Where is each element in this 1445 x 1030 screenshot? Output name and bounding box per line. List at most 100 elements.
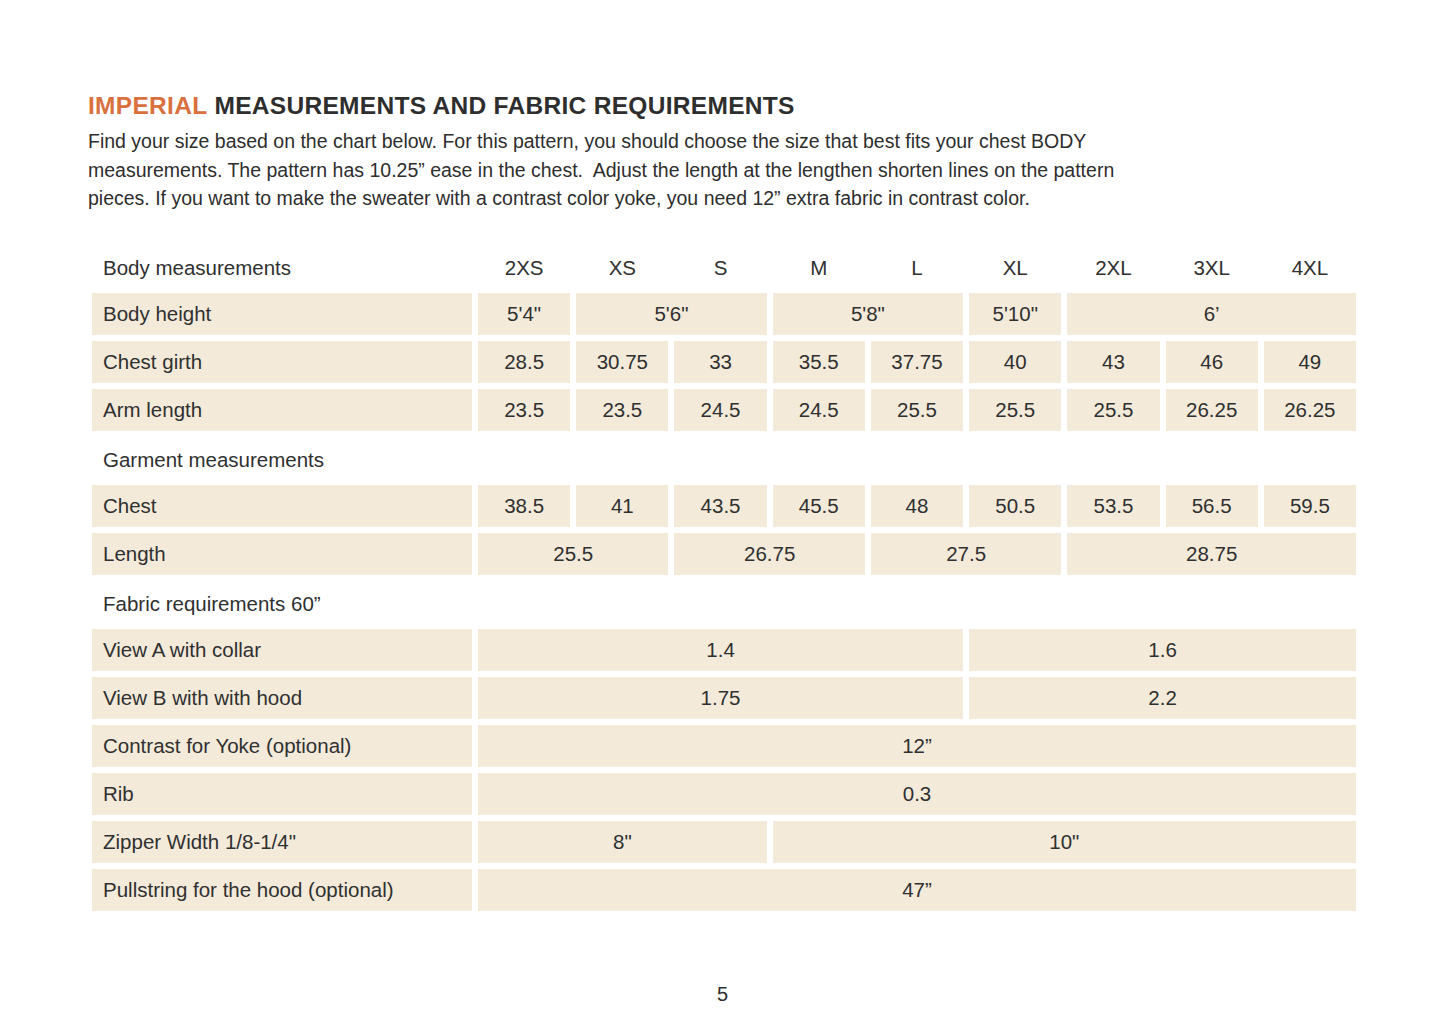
table-cell: 45.5 bbox=[773, 485, 865, 527]
table-cell: 5'6" bbox=[576, 293, 766, 335]
row-label: Arm length bbox=[92, 389, 472, 431]
section-title: Body measurements bbox=[92, 256, 472, 280]
row-cells: 23.523.524.524.525.525.525.526.2526.25 bbox=[478, 389, 1356, 431]
table-cell: 37.75 bbox=[871, 341, 963, 383]
row-cells: 8"10" bbox=[478, 821, 1356, 863]
size-column-header: 2XS bbox=[478, 256, 570, 280]
section-title: Fabric requirements 60” bbox=[92, 592, 472, 616]
section-row: Fabric requirements 60” bbox=[92, 581, 1356, 627]
title-rest: MEASUREMENTS AND FABRIC REQUIREMENTS bbox=[214, 92, 794, 119]
table-cell: 5'10" bbox=[969, 293, 1061, 335]
row-label: Chest bbox=[92, 485, 472, 527]
table-row: Length25.526.7527.528.75 bbox=[92, 533, 1356, 575]
table-cell: 23.5 bbox=[576, 389, 668, 431]
row-label: View A with collar bbox=[92, 629, 472, 671]
table-cell: 43 bbox=[1067, 341, 1159, 383]
table-cell: 35.5 bbox=[773, 341, 865, 383]
table-cell: 59.5 bbox=[1264, 485, 1356, 527]
table-row: Chest38.54143.545.54850.553.556.559.5 bbox=[92, 485, 1356, 527]
table-row: Arm length23.523.524.524.525.525.525.526… bbox=[92, 389, 1356, 431]
row-cells: 0.3 bbox=[478, 773, 1356, 815]
row-label: Rib bbox=[92, 773, 472, 815]
table-cell: 10" bbox=[773, 821, 1356, 863]
size-column-header: 4XL bbox=[1264, 256, 1356, 280]
table-cell: 25.5 bbox=[1067, 389, 1159, 431]
table-cell: 1.4 bbox=[478, 629, 963, 671]
row-cells: 28.530.753335.537.7540434649 bbox=[478, 341, 1356, 383]
table-cell: 1.75 bbox=[478, 677, 963, 719]
table-cell: 26.75 bbox=[674, 533, 864, 575]
row-label: Length bbox=[92, 533, 472, 575]
intro-paragraph: Find your size based on the chart below.… bbox=[88, 127, 1356, 213]
page-number: 5 bbox=[0, 983, 1445, 1006]
table-cell: 5'8" bbox=[773, 293, 963, 335]
page-title: IMPERIAL MEASUREMENTS AND FABRIC REQUIREM… bbox=[88, 92, 1356, 120]
table-row: Chest girth28.530.753335.537.7540434649 bbox=[92, 341, 1356, 383]
table-cell: 28.75 bbox=[1067, 533, 1356, 575]
table-row: View A with collar1.41.6 bbox=[92, 629, 1356, 671]
table-cell: 38.5 bbox=[478, 485, 570, 527]
table-cell: 47” bbox=[478, 869, 1356, 911]
table-cell: 56.5 bbox=[1166, 485, 1258, 527]
row-label: Body height bbox=[92, 293, 472, 335]
section-title: Garment measurements bbox=[92, 448, 472, 472]
table-row: Pullstring for the hood (optional)47” bbox=[92, 869, 1356, 911]
row-cells: 25.526.7527.528.75 bbox=[478, 533, 1356, 575]
table-row: Contrast for Yoke (optional)12” bbox=[92, 725, 1356, 767]
table-cell: 46 bbox=[1166, 341, 1258, 383]
row-cells: 12” bbox=[478, 725, 1356, 767]
table-row: Body height5'4"5'6"5'8"5'10"6’ bbox=[92, 293, 1356, 335]
table-cell: 24.5 bbox=[674, 389, 766, 431]
table-cell: 49 bbox=[1264, 341, 1356, 383]
section-row: Body measurements2XSXSSMLXL2XL 3XL4XL bbox=[92, 245, 1356, 291]
measurement-table: Body measurements2XSXSSMLXL2XL3XL4XLBody… bbox=[92, 245, 1356, 911]
table-cell: 53.5 bbox=[1067, 485, 1159, 527]
size-column-header: 2XL bbox=[1067, 256, 1159, 280]
size-column-header: S bbox=[674, 256, 766, 280]
section-row: Garment measurements bbox=[92, 437, 1356, 483]
table-cell: 0.3 bbox=[478, 773, 1356, 815]
table-cell: 30.75 bbox=[576, 341, 668, 383]
size-column-header: XS bbox=[576, 256, 668, 280]
table-cell: 1.6 bbox=[969, 629, 1356, 671]
table-cell: 8" bbox=[478, 821, 767, 863]
table-cell: 12” bbox=[478, 725, 1356, 767]
table-row: Zipper Width 1/8-1/4"8"10" bbox=[92, 821, 1356, 863]
pattern-document-page: IMPERIAL MEASUREMENTS AND FABRIC REQUIREM… bbox=[0, 0, 1445, 1030]
size-column-header: 3XL bbox=[1166, 256, 1258, 280]
row-cells: 1.41.6 bbox=[478, 629, 1356, 671]
size-header-grid: 2XSXSSMLXL2XL 3XL4XL bbox=[478, 256, 1356, 280]
table-cell: 41 bbox=[576, 485, 668, 527]
table-cell: 27.5 bbox=[871, 533, 1061, 575]
table-cell: 24.5 bbox=[773, 389, 865, 431]
size-column-header: L bbox=[871, 256, 963, 280]
row-label: View B with with hood bbox=[92, 677, 472, 719]
row-label: Zipper Width 1/8-1/4" bbox=[92, 821, 472, 863]
page-content: IMPERIAL MEASUREMENTS AND FABRIC REQUIREM… bbox=[88, 92, 1356, 917]
table-cell: 40 bbox=[969, 341, 1061, 383]
table-cell: 6’ bbox=[1067, 293, 1356, 335]
table-cell: 25.5 bbox=[969, 389, 1061, 431]
table-cell: 48 bbox=[871, 485, 963, 527]
title-highlight: IMPERIAL bbox=[88, 92, 207, 119]
table-cell: 28.5 bbox=[478, 341, 570, 383]
table-cell: 43.5 bbox=[674, 485, 766, 527]
table-cell: 50.5 bbox=[969, 485, 1061, 527]
table-cell: 23.5 bbox=[478, 389, 570, 431]
table-cell: 25.5 bbox=[871, 389, 963, 431]
row-label: Pullstring for the hood (optional) bbox=[92, 869, 472, 911]
table-cell: 25.5 bbox=[478, 533, 668, 575]
table-cell: 2.2 bbox=[969, 677, 1356, 719]
size-column-header: M bbox=[773, 256, 865, 280]
row-label: Chest girth bbox=[92, 341, 472, 383]
row-cells: 1.752.2 bbox=[478, 677, 1356, 719]
table-row: View B with with hood1.752.2 bbox=[92, 677, 1356, 719]
table-cell: 5'4" bbox=[478, 293, 570, 335]
row-cells: 5'4"5'6"5'8"5'10"6’ bbox=[478, 293, 1356, 335]
row-cells: 47” bbox=[478, 869, 1356, 911]
size-column-header: XL bbox=[969, 256, 1061, 280]
row-label: Contrast for Yoke (optional) bbox=[92, 725, 472, 767]
table-cell: 26.25 bbox=[1166, 389, 1258, 431]
row-cells: 38.54143.545.54850.553.556.559.5 bbox=[478, 485, 1356, 527]
table-cell: 33 bbox=[674, 341, 766, 383]
